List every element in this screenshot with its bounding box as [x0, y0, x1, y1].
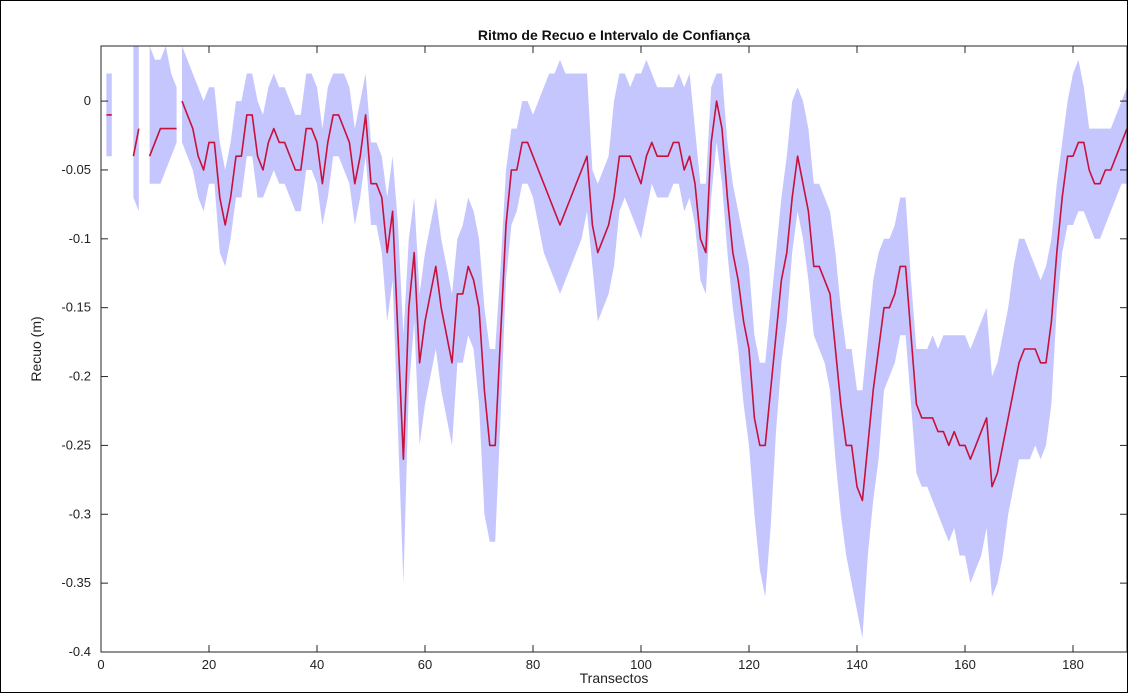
series-line-segment	[148, 127, 177, 157]
confidence-band-segment	[182, 46, 1127, 639]
confidence-band-segment	[133, 46, 139, 212]
y-tick-label: -0.4	[69, 644, 91, 659]
series-line-layer	[106, 100, 1127, 502]
confidence-band-segment	[149, 46, 177, 184]
x-axis-label: Transectos	[580, 670, 649, 686]
x-tick-label: 180	[1062, 657, 1084, 672]
confidence-band-layer	[106, 46, 1127, 639]
y-tick-label: -0.35	[61, 575, 91, 590]
axes-box	[100, 45, 1127, 653]
x-tick-label: 20	[202, 657, 216, 672]
y-tick-label: -0.1	[69, 231, 91, 246]
x-tick-label: 80	[526, 657, 540, 672]
x-tick-label: 100	[630, 657, 652, 672]
y-tick-label: -0.2	[69, 369, 91, 384]
y-axis-label: Recuo (m)	[28, 316, 44, 381]
x-tick-label: 60	[418, 657, 432, 672]
x-tick-label: 40	[310, 657, 324, 672]
series-line-segment	[181, 100, 1127, 502]
y-tick-label: -0.25	[61, 437, 91, 452]
x-tick-label: 160	[954, 657, 976, 672]
y-tick-label: -0.3	[69, 506, 91, 521]
x-tick-label: 140	[846, 657, 868, 672]
series-line-segment	[132, 128, 140, 157]
y-tick-label: -0.05	[61, 162, 91, 177]
axis-layer: 0 20 40 60 80 100 120 140 160 180 -0.4 -0.35 -0.3 -0.…	[61, 45, 1127, 672]
y-tick-label: -0.15	[61, 300, 91, 315]
x-tick-label: 120	[738, 657, 760, 672]
y-tick-label: 0	[84, 93, 91, 108]
x-tick-label: 0	[97, 657, 104, 672]
chart-title: Ritmo de Recuo e Intervalo de Confiança	[478, 27, 750, 43]
